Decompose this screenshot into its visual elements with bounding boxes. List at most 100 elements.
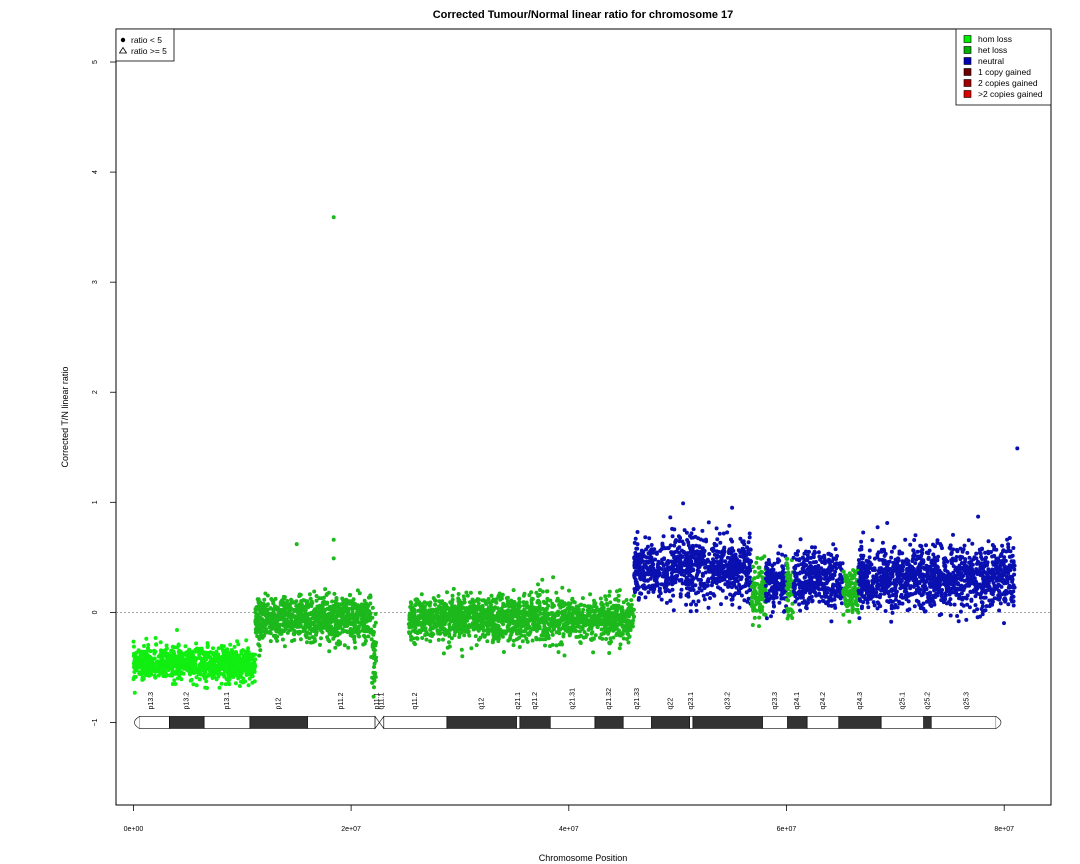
data-point bbox=[165, 666, 170, 671]
data-point bbox=[362, 598, 367, 603]
data-point bbox=[246, 672, 251, 677]
data-point bbox=[177, 670, 182, 674]
data-point bbox=[670, 534, 675, 539]
data-point bbox=[707, 569, 712, 574]
data-point bbox=[710, 547, 715, 552]
data-point bbox=[132, 690, 137, 695]
data-point bbox=[773, 577, 778, 582]
data-point bbox=[194, 683, 199, 688]
data-point bbox=[189, 668, 193, 673]
data-point bbox=[677, 539, 682, 544]
data-point bbox=[723, 559, 728, 564]
data-point bbox=[540, 589, 545, 594]
data-point bbox=[428, 619, 433, 624]
data-point bbox=[578, 641, 583, 645]
ideogram-band bbox=[169, 716, 205, 729]
data-point bbox=[436, 637, 441, 642]
data-point bbox=[522, 634, 527, 638]
data-point bbox=[780, 588, 784, 592]
data-point bbox=[595, 624, 600, 629]
data-point bbox=[436, 594, 441, 598]
data-point bbox=[250, 652, 255, 657]
data-point bbox=[552, 603, 556, 608]
data-point bbox=[460, 616, 465, 620]
data-point bbox=[298, 637, 303, 642]
data-point bbox=[285, 618, 289, 623]
data-point bbox=[727, 551, 731, 555]
band-label: p12 bbox=[276, 698, 283, 710]
data-point bbox=[699, 581, 704, 586]
data-point bbox=[540, 577, 545, 582]
data-point bbox=[343, 598, 348, 603]
data-point bbox=[830, 584, 835, 589]
data-point bbox=[514, 628, 519, 633]
data-point bbox=[492, 622, 497, 627]
data-point bbox=[420, 624, 425, 629]
centromere-p bbox=[374, 715, 380, 730]
data-point bbox=[433, 602, 438, 607]
band-label: q23.2 bbox=[725, 692, 732, 710]
data-point bbox=[551, 575, 556, 580]
data-point bbox=[649, 543, 654, 547]
data-point bbox=[229, 664, 234, 669]
data-point bbox=[218, 671, 223, 676]
data-point bbox=[243, 679, 248, 684]
data-point bbox=[662, 556, 667, 561]
ideogram-band bbox=[249, 716, 308, 729]
data-point bbox=[551, 617, 556, 622]
data-point bbox=[529, 604, 534, 609]
data-point bbox=[564, 616, 569, 621]
data-point bbox=[624, 598, 629, 602]
data-point bbox=[330, 618, 335, 623]
data-point bbox=[179, 677, 184, 682]
data-point bbox=[583, 635, 588, 640]
data-point bbox=[596, 608, 600, 613]
data-point bbox=[306, 619, 311, 624]
data-point bbox=[276, 608, 281, 613]
data-point bbox=[614, 611, 619, 616]
data-point bbox=[313, 639, 317, 644]
data-point bbox=[617, 588, 622, 593]
ideogram-band bbox=[594, 716, 624, 729]
data-point bbox=[663, 567, 668, 572]
data-point bbox=[207, 662, 212, 667]
data-point bbox=[628, 628, 633, 632]
data-point bbox=[785, 606, 790, 611]
data-point bbox=[708, 596, 712, 601]
data-point bbox=[505, 609, 510, 614]
data-point bbox=[785, 563, 790, 568]
data-point bbox=[724, 595, 729, 600]
data-point bbox=[464, 606, 469, 611]
data-point bbox=[563, 602, 568, 607]
band-label: q24.1 bbox=[794, 692, 801, 710]
ideogram-band bbox=[622, 716, 652, 729]
data-point bbox=[153, 649, 158, 654]
data-point bbox=[408, 605, 413, 609]
data-point bbox=[412, 617, 416, 621]
data-point bbox=[544, 607, 549, 612]
data-point bbox=[461, 594, 466, 599]
data-point bbox=[562, 653, 567, 658]
data-point bbox=[371, 694, 376, 699]
data-point bbox=[635, 530, 640, 534]
data-point bbox=[356, 620, 361, 625]
data-point bbox=[661, 534, 666, 539]
data-point bbox=[509, 632, 514, 637]
data-point bbox=[632, 614, 636, 619]
data-point bbox=[296, 630, 301, 635]
data-point bbox=[627, 619, 631, 623]
data-point bbox=[618, 642, 623, 647]
data-point bbox=[664, 600, 669, 605]
band-label: q22 bbox=[667, 698, 674, 710]
data-point bbox=[507, 637, 512, 642]
data-point bbox=[634, 546, 639, 551]
data-point bbox=[732, 592, 737, 597]
data-point bbox=[248, 664, 253, 669]
data-point bbox=[226, 656, 231, 661]
data-point bbox=[772, 592, 777, 596]
ideogram-p-cap bbox=[134, 716, 140, 729]
data-point bbox=[505, 595, 510, 600]
data-point bbox=[728, 556, 733, 561]
data-point bbox=[221, 650, 226, 655]
data-point bbox=[325, 635, 330, 640]
